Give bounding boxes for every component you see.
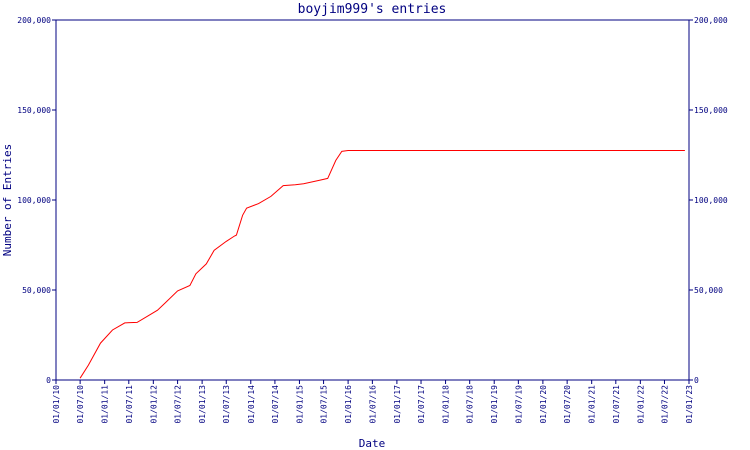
x-tick-label: 01/07/12 [174, 385, 183, 424]
x-tick-label: 01/01/23 [685, 385, 694, 424]
data-line [79, 150, 685, 379]
x-tick-label: 01/01/10 [52, 385, 61, 424]
x-tick-label: 01/01/17 [393, 385, 402, 424]
x-tick-label: 01/07/14 [271, 385, 280, 424]
x-tick-label: 01/07/22 [660, 385, 669, 424]
x-tick-label: 01/07/17 [417, 385, 426, 424]
y-axis-label: Number of Entries [1, 144, 14, 257]
plot-frame [55, 19, 690, 381]
y2-tick-label: 50,000 [694, 286, 723, 295]
x-tick-label: 01/01/20 [539, 385, 548, 424]
chart-title: boyjim999's entries [298, 2, 447, 17]
x-tick-label: 01/07/21 [612, 385, 621, 424]
y2-tick-label: 200,000 [694, 16, 728, 25]
x-tick-label: 01/07/19 [514, 385, 523, 424]
x-tick-label: 01/01/18 [442, 385, 451, 424]
y-tick-label: 50,000 [22, 286, 51, 295]
y-tick-label: 100,000 [17, 196, 51, 205]
y2-tick-label: 100,000 [694, 196, 728, 205]
y-tick-label: 0 [46, 376, 51, 385]
x-tick-label: 01/07/15 [320, 385, 329, 424]
x-tick-label: 01/07/13 [222, 385, 231, 424]
x-tick-label: 01/01/14 [247, 385, 256, 424]
y2-tick-label: 150,000 [694, 106, 728, 115]
x-tick-label: 01/01/16 [344, 385, 353, 424]
x-tick-label: 01/07/16 [368, 385, 377, 424]
x-tick-label: 01/01/11 [101, 385, 110, 424]
x-tick-label: 01/07/20 [563, 385, 572, 424]
x-tick-label: 01/01/19 [490, 385, 499, 424]
x-tick-label: 01/01/15 [295, 385, 304, 424]
y2-tick-label: 0 [694, 376, 699, 385]
y-tick-label: 200,000 [17, 16, 51, 25]
x-tick-label: 01/07/11 [125, 385, 134, 424]
x-tick-label: 01/07/18 [466, 385, 475, 424]
x-axis-label: Date [359, 437, 386, 450]
y-tick-label: 150,000 [17, 106, 51, 115]
x-tick-label: 01/07/10 [76, 385, 85, 424]
x-tick-label: 01/01/22 [636, 385, 645, 424]
x-tick-label: 01/01/12 [149, 385, 158, 424]
x-tick-label: 01/01/13 [198, 385, 207, 424]
x-tick-label: 01/01/21 [588, 385, 597, 424]
